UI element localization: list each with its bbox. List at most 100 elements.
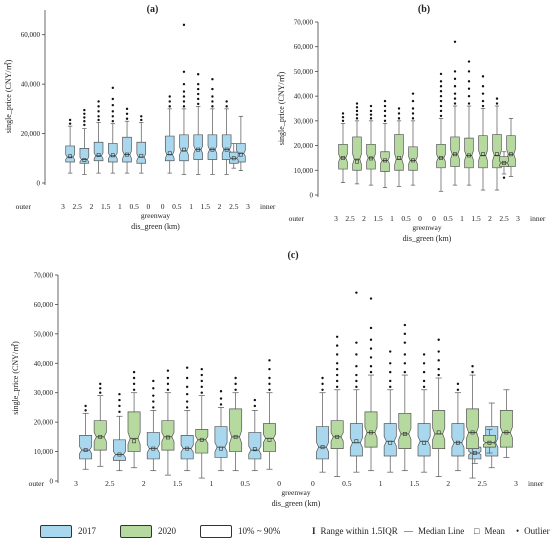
outlier-point — [268, 388, 271, 391]
box-2017-5 — [248, 398, 262, 472]
box-2017-6 — [164, 95, 175, 174]
outlier-point — [321, 382, 324, 386]
y-tick-label: 0 — [310, 192, 314, 200]
box-body — [432, 410, 446, 449]
y-tick-label: 20,000 — [21, 130, 41, 138]
mean-marker — [502, 160, 506, 165]
x-tick-label: 2 — [142, 479, 146, 488]
x-tick-label: 2 — [218, 202, 222, 211]
outlier-point — [456, 382, 460, 386]
x-tick-label: 0.5 — [129, 202, 139, 211]
outlier-point — [219, 403, 223, 406]
box-body — [79, 435, 93, 460]
box-2020-8 — [464, 60, 474, 186]
x-tick-label: 0.5 — [342, 479, 352, 488]
x-tick-label: 0.5 — [241, 479, 251, 488]
x-tick-label: 1.5 — [173, 479, 183, 488]
box-body — [450, 136, 460, 167]
outlier-point — [196, 102, 200, 106]
outlier-point — [99, 391, 102, 394]
outlier-point — [355, 365, 358, 368]
mean-marker — [185, 446, 190, 451]
outlier-point — [467, 94, 471, 98]
outlier-point — [166, 382, 170, 386]
y-tick-label: 50,000 — [294, 68, 314, 76]
outlier-point — [83, 112, 86, 116]
outlier-point — [211, 87, 214, 91]
outlier-point — [467, 102, 471, 105]
outlier-point — [383, 114, 387, 118]
mean-marker — [341, 156, 345, 160]
outlier-point — [422, 362, 426, 365]
x-inner-label: inner — [528, 479, 544, 488]
outlier-point — [140, 115, 143, 118]
outlier-point — [439, 90, 443, 93]
x-tick-label: 3 — [61, 202, 65, 211]
outlier-point — [467, 87, 471, 90]
box-body — [108, 143, 118, 163]
x-tick-label: 1.5 — [410, 479, 420, 488]
box-body — [229, 408, 243, 452]
x-tick-label: 3 — [514, 479, 518, 488]
x-axis-label: dis_green (km) — [403, 234, 452, 243]
outlier-point — [437, 350, 440, 353]
panel-title: (b) — [418, 4, 430, 15]
outlier-point — [268, 367, 271, 371]
x-tick-label: 0 — [161, 202, 165, 211]
x-axis-label: dis_green (km) — [272, 499, 321, 508]
box-body — [193, 134, 203, 160]
box-body — [398, 412, 412, 449]
outlier-point — [84, 409, 87, 412]
outlier-point — [411, 99, 415, 103]
x-tick-label: 1.5 — [471, 214, 481, 223]
outlier-point — [84, 404, 87, 408]
box-2017-0 — [79, 404, 93, 470]
outlier-point — [335, 367, 339, 371]
outlier-point — [268, 359, 271, 362]
y-tick-label: 70,000 — [34, 272, 54, 280]
mean-marker — [422, 440, 426, 445]
box-2017-9 — [207, 78, 218, 175]
box-2020-10 — [492, 97, 502, 191]
outlier-point — [495, 102, 499, 105]
mean-marker — [335, 434, 340, 439]
outlier-point — [453, 97, 457, 100]
outlier-point — [453, 102, 457, 105]
outlier-point — [355, 379, 358, 383]
x-tick-label: 2.5 — [499, 214, 509, 223]
mean-marker — [453, 152, 457, 157]
outlier-point — [225, 105, 228, 108]
x-tick-label: 1.5 — [201, 202, 211, 211]
box-2017-5 — [136, 115, 147, 174]
outlier-point — [389, 362, 392, 365]
mean-marker — [411, 158, 415, 163]
box-body — [383, 423, 397, 457]
outlier-point — [211, 78, 214, 81]
mean-marker — [456, 440, 460, 445]
y-tick-label: 40,000 — [21, 81, 41, 89]
outlier-point — [196, 97, 200, 101]
box-body — [65, 145, 75, 163]
box-body — [338, 143, 348, 170]
box-body — [330, 420, 344, 449]
outlier-point — [403, 362, 407, 365]
legend-label-outliers: Outliers — [524, 526, 550, 536]
outlier-point — [439, 85, 443, 88]
y-tick-label: 40,000 — [294, 93, 314, 101]
outlier-point — [403, 341, 407, 344]
outlier-point — [335, 362, 339, 365]
legend-item-outliers: • Outliers — [516, 524, 550, 538]
box-2020-9 — [432, 338, 446, 477]
x-tick-label: 3 — [516, 214, 520, 223]
x-tick-label: 1 — [390, 214, 394, 223]
boxplot-figure: (a) 0 20,000 40,000 60,000 single_price (CNY/… — [4, 4, 546, 508]
box-2017-12 — [229, 143, 239, 169]
x-tick-label: 0 — [147, 202, 151, 211]
outlier-point — [335, 385, 339, 389]
x-tick-label: 1 — [189, 202, 193, 211]
outlier-point — [234, 388, 237, 391]
chart-panel-1: (b) 0 10,000 20,000 30,000 40,000 50,000 60,000… — [277, 4, 546, 243]
outlier-point — [268, 376, 271, 380]
outlier-point — [355, 353, 358, 356]
x-tick-label: 1 — [118, 202, 122, 211]
